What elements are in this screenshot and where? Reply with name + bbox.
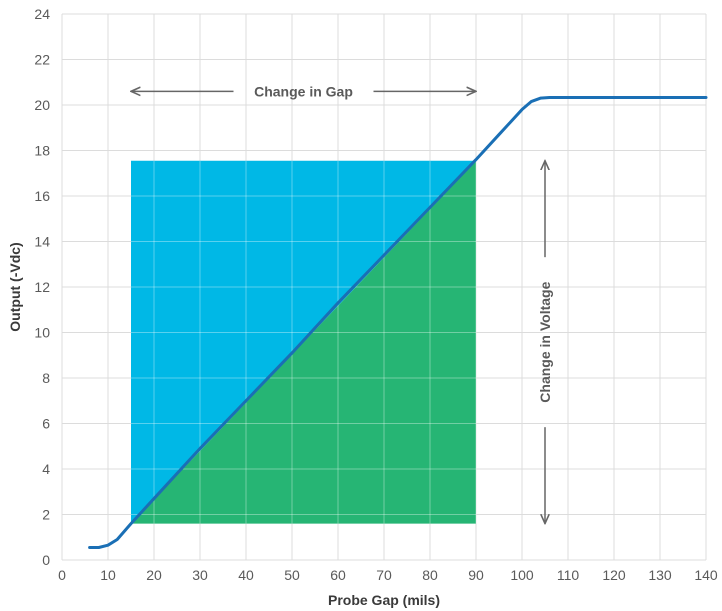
y-tick-label: 10 xyxy=(34,325,50,341)
y-tick-label: 6 xyxy=(42,416,50,432)
change-in-gap-label: Change in Gap xyxy=(254,83,353,99)
change-in-voltage-label: Change in Voltage xyxy=(537,281,553,402)
x-tick-label: 120 xyxy=(602,567,626,583)
y-tick-label: 0 xyxy=(42,552,50,568)
x-tick-label: 10 xyxy=(100,567,116,583)
y-axis-title: Output (-Vdc) xyxy=(7,242,23,331)
x-tick-label: 0 xyxy=(58,567,66,583)
annotations: Change in Gap Change in Voltage xyxy=(131,83,553,523)
y-tick-label: 14 xyxy=(34,234,50,250)
y-tick-label: 4 xyxy=(42,461,50,477)
x-tick-label: 30 xyxy=(192,567,208,583)
x-tick-label: 70 xyxy=(376,567,392,583)
y-tick-label: 24 xyxy=(34,6,50,22)
x-tick-label: 40 xyxy=(238,567,254,583)
x-tick-label: 20 xyxy=(146,567,162,583)
y-tick-label: 18 xyxy=(34,143,50,159)
x-tick-label: 100 xyxy=(510,567,534,583)
series-line xyxy=(88,95,708,549)
y-tick-label: 2 xyxy=(42,507,50,523)
x-tick-label: 140 xyxy=(694,567,718,583)
x-tick-label: 90 xyxy=(468,567,484,583)
x-tick-labels: 0 10 20 30 40 50 60 70 80 90 100 110 120 130 140 xyxy=(58,567,718,583)
x-tick-label: 60 xyxy=(330,567,346,583)
x-tick-label: 130 xyxy=(648,567,672,583)
x-tick-label: 110 xyxy=(557,567,580,583)
x-tick-label: 80 xyxy=(422,567,438,583)
y-tick-label: 12 xyxy=(34,279,50,295)
y-tick-label: 16 xyxy=(34,188,50,204)
series-layer xyxy=(88,95,708,549)
y-tick-label: 8 xyxy=(42,370,50,386)
x-axis-title: Probe Gap (mils) xyxy=(328,592,440,608)
x-tick-label: 50 xyxy=(284,567,300,583)
y-tick-label: 22 xyxy=(34,52,50,68)
y-tick-label: 20 xyxy=(34,97,50,113)
